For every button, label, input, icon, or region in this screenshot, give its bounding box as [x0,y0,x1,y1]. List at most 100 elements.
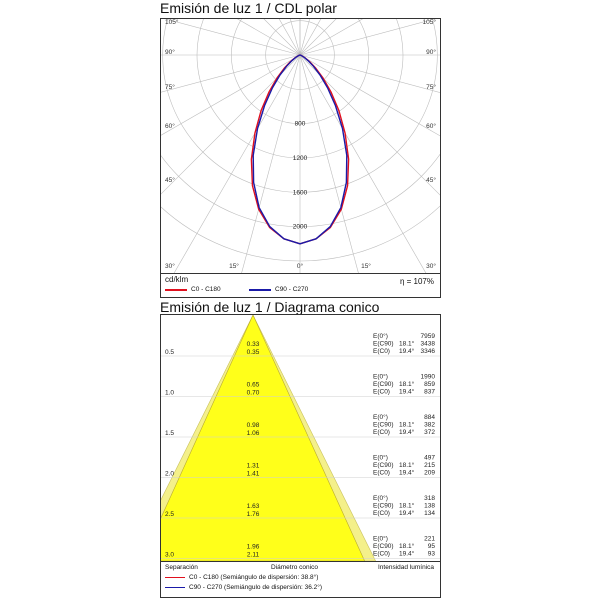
intensity-value-ec90: 95 [428,543,436,550]
intensity-value-ec90: 215 [424,462,435,469]
angle-label-right: 30° [426,262,436,270]
radial-tick-label: 800 [295,121,306,128]
grid-spoke [173,54,301,273]
legend-c0: C0 - C180 [165,286,221,293]
intensity-value-e0: 1990 [421,374,436,381]
intensity-value-ec90: 859 [424,381,435,388]
unit-label: cd/klm [165,275,189,284]
intensity-angle-ec0: 19.4° [399,347,415,355]
intensity-label-e0: E(0°) [373,373,388,381]
polar-panel: 105° 105° 90° 90° 75° 75° 60° 60° 45° 45° 30° 30° 15… [160,18,441,274]
diameter-c90: 2.11 [247,552,260,559]
polar-grid [161,19,440,273]
separation-value: 2.0 [165,471,174,478]
intensity-value-e0: 497 [424,455,435,462]
intensity-label-ec0: E(C0) [373,551,390,558]
separation-value: 2.5 [165,511,174,518]
intensity-label-ec90: E(C90) [373,462,394,469]
intensity-angle-ec90: 18.1° [399,340,415,348]
diameter-c0: 1.96 [247,544,260,551]
intensity-value-e0: 221 [424,536,435,543]
diameter-c0: 1.31 [247,463,260,470]
legend-line-c0 [165,288,187,291]
intensity-value-ec0: 372 [424,429,435,436]
cone-diagram: 0.5 0.330.35 E(0°) 7959 E(C90) 18.1° 3438 E(C0)… [161,315,440,561]
legend-c90-label: C90 - C270 [275,286,309,293]
intensity-value-ec0: 209 [424,470,435,477]
angle-label-right: 45° [426,176,436,184]
intensity-angle-ec90: 18.1° [399,461,415,469]
grid-spoke [241,54,301,273]
cone-title: Emisión de luz 1 / Diagrama conico [160,299,380,315]
intensity-value-e0: 7959 [421,333,436,340]
separation-value: 1.0 [165,390,174,397]
intensity-label-e0: E(0°) [373,332,388,340]
cone-legend-c0: C0 - C180 (Semiángulo de dispersión: 38.… [165,574,318,581]
radial-tick-label: 2000 [293,224,308,231]
diameter-c0: 0.98 [247,422,260,429]
efficiency-label: η = 107% [399,277,434,286]
grid-spoke [299,54,427,273]
intensity-value-ec0: 93 [428,551,436,558]
intensity-value-ec90: 3438 [421,341,436,348]
angle-label-right-15: 15° [361,262,371,270]
cone-legend-c90: C90 - C270 (Semiángulo de dispersión: 36… [165,584,322,591]
legend-c90: C90 - C270 [249,286,308,293]
intensity-label-ec0: E(C0) [373,429,390,436]
angle-label-left: 30° [165,262,175,270]
intensity-angle-ec90: 18.1° [399,542,415,550]
intensity-label-e0: E(0°) [373,494,388,502]
radial-tick-label: 1600 [293,189,308,196]
intensity-angle-ec90: 18.1° [399,502,415,510]
grid-spoke [161,54,301,136]
angle-label-left-15: 15° [229,262,239,270]
grid-spoke [299,19,436,56]
angle-label-right: 75° [426,83,436,91]
angle-label-left: 60° [165,122,175,130]
intensity-label-ec0: E(C0) [373,348,390,355]
intensity-label-e0: E(0°) [373,535,388,543]
intensity-label-ec90: E(C90) [373,381,394,388]
intensity-angle-ec0: 19.4° [399,550,415,558]
grid-spoke [237,19,301,56]
angle-label-bottom: 0° [297,262,304,270]
grid-spoke [161,54,301,93]
legend-c0-label: C0 - C180 [191,286,221,293]
intensity-value-e0: 318 [424,495,435,502]
intensity-angle-ec90: 18.1° [399,380,415,388]
angle-label-left: 105° [165,19,179,26]
cone-legend-line-c0 [165,577,185,578]
diameter-c90: 1.06 [247,430,260,437]
diameter-c0: 1.63 [247,503,260,510]
intensity-value-ec90: 138 [424,503,435,510]
cone-legend-c0-label: C0 - C180 (Semiángulo de dispersión: 38.… [189,574,319,581]
cone-legend-line-c90 [165,587,185,588]
grid-spoke [299,54,440,137]
polar-title: Emisión de luz 1 / CDL polar [160,0,337,16]
intensity-label-e0: E(0°) [373,413,388,421]
cone-legend-c90-label: C90 - C270 (Semiángulo de dispersión: 36… [189,584,323,591]
grid-spoke [299,54,440,93]
intensity-value-ec0: 3346 [421,348,436,355]
intensity-value-ec0: 134 [424,510,435,517]
cone-footer-panel: Separación Diámetro conico Intensidad lu… [160,562,441,598]
intensity-label-ec0: E(C0) [373,510,390,517]
diameter-c0: 0.65 [247,382,260,389]
intensity-angle-ec0: 19.4° [399,509,415,517]
polar-series-c90-c270 [252,54,348,245]
grid-spoke [164,19,301,56]
intensity-label-ec0: E(C0) [373,470,390,477]
separation-value: 3.0 [165,552,174,559]
angle-label-right: 90° [426,48,436,56]
grid-spoke [299,54,440,196]
angle-label-left: 75° [165,83,175,91]
polar-chart: 105° 105° 90° 90° 75° 75° 60° 60° 45° 45° 30° 30° 15… [161,19,440,273]
grid-spoke [161,54,301,195]
intensity-value-ec0: 837 [424,389,435,396]
angle-label-left: 45° [165,176,175,184]
diameter-c90: 0.70 [247,390,260,397]
intensity-angle-ec0: 19.4° [399,428,415,436]
separation-value: 0.5 [165,349,174,356]
intensity-angle-ec0: 19.4° [399,469,415,477]
angle-label-right: 105° [423,19,437,26]
